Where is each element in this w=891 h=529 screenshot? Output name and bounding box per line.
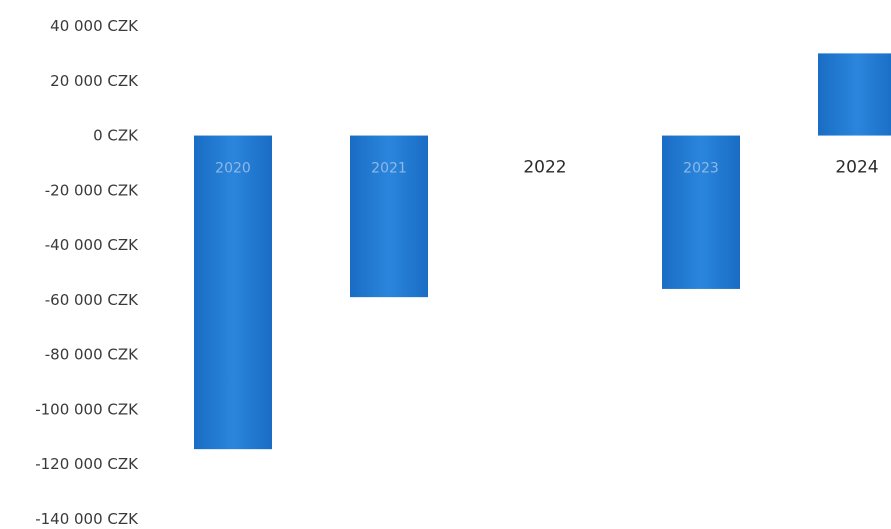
bars [194, 53, 891, 450]
y-axis: 40 000 CZK 20 000 CZK 0 CZK -20 000 CZK -40 … [35, 17, 139, 528]
y-tick-label: 40 000 CZK [50, 17, 139, 35]
y-tick-label: -140 000 CZK [35, 510, 139, 528]
y-tick-label: -80 000 CZK [45, 346, 139, 364]
y-tick-label: -60 000 CZK [45, 291, 139, 309]
y-tick-label: 0 CZK [93, 127, 139, 145]
category-label-2024: 2024 [835, 158, 878, 178]
y-tick-label: -20 000 CZK [45, 181, 139, 199]
category-label-2023: 2023 [683, 161, 719, 177]
y-tick-label: -100 000 CZK [35, 400, 139, 418]
category-labels: 2020 2021 2022 2023 2024 [215, 158, 878, 178]
bar-2023 [662, 135, 740, 289]
category-label-2020: 2020 [215, 161, 251, 177]
y-tick-label: 20 000 CZK [50, 72, 139, 90]
bar-2020 [194, 135, 272, 450]
bar-2024 [818, 53, 891, 136]
category-label-2022: 2022 [523, 158, 566, 178]
category-label-2021: 2021 [371, 161, 407, 177]
bar-2021 [350, 135, 428, 298]
y-tick-label: -40 000 CZK [45, 236, 139, 254]
y-tick-label: -120 000 CZK [35, 455, 139, 473]
